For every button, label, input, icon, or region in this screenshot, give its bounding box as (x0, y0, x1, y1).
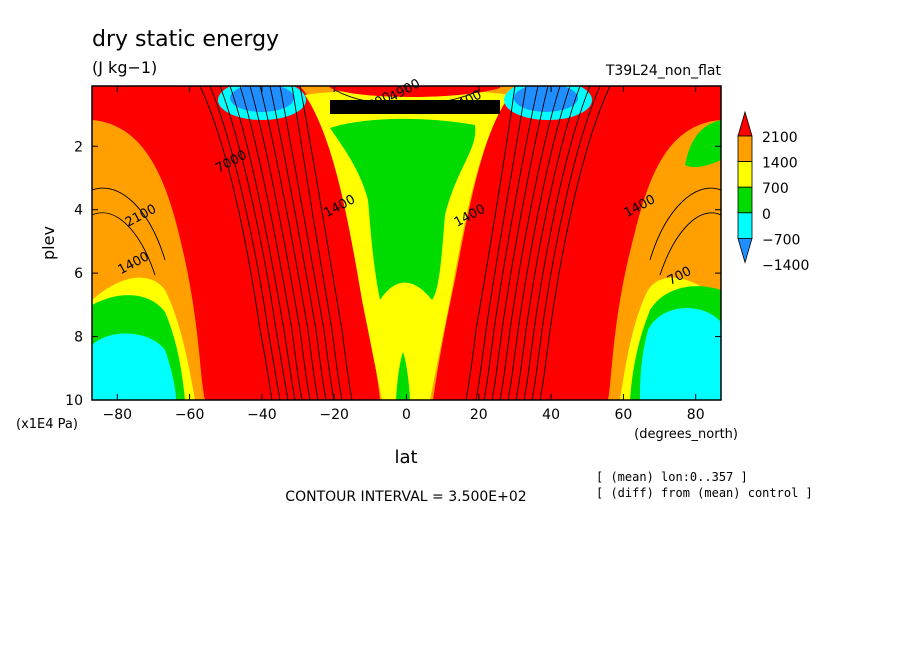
chart-title: dry static energy (92, 27, 279, 52)
x-tick-label: 80 (687, 407, 705, 423)
colorbar-swatch (737, 186, 753, 214)
x-tick-label: −20 (319, 407, 349, 423)
colorbar-label: −700 (762, 232, 800, 248)
contour-line (209, 86, 281, 400)
colorbar-label: −1400 (762, 258, 809, 274)
contour-line (291, 86, 343, 400)
green-equator (330, 118, 476, 300)
contour-line (649, 187, 721, 261)
x-axis-units: (degrees_north) (634, 427, 738, 442)
chart-units: (J kg−1) (92, 58, 157, 77)
colorbar-swatch (737, 161, 753, 188)
contour-line (269, 86, 327, 400)
contour-lines (92, 86, 721, 400)
contour-line (229, 86, 296, 400)
contour-line (491, 86, 549, 400)
contour-line (523, 86, 591, 400)
colorbar-label: 0 (762, 207, 771, 223)
blue-top-nh (514, 86, 578, 112)
contour-line (659, 212, 721, 276)
note-diff: [ (diff) from (mean) control ] (596, 486, 813, 500)
contour-line (475, 86, 527, 400)
cyan-nh (640, 308, 721, 400)
x-tick-label: 60 (614, 407, 632, 423)
colorbar-swatch (737, 212, 753, 239)
contour-line (199, 86, 273, 400)
y-axis-label: plev (39, 226, 58, 260)
y-tick-label: 10 (65, 393, 83, 409)
contour-line (483, 86, 539, 400)
contour-line (507, 86, 571, 400)
note-mean-lon: [ (mean) lon:0..357 ] (596, 470, 748, 484)
x-tick-label: −60 (175, 407, 205, 423)
red-core-top (330, 86, 500, 97)
top-black-band (330, 100, 500, 114)
contour-line (92, 212, 156, 276)
red-core (330, 86, 500, 97)
x-tick-label: −80 (103, 407, 133, 423)
contour-line (239, 86, 303, 400)
cyan-sh (92, 333, 176, 400)
y-tick-label: 6 (74, 266, 83, 282)
x-tick-label: −40 (247, 407, 277, 423)
x-tick-label: 20 (470, 407, 488, 423)
contour-line (92, 187, 166, 261)
contour-line (299, 86, 353, 400)
orange-core-sh (92, 124, 128, 180)
x-tick-label: 0 (402, 407, 411, 423)
plot-area (92, 86, 721, 400)
x-axis-label: lat (394, 447, 417, 468)
y-axis: 2 4 6 8 10 (65, 139, 721, 409)
colorbar-label: 700 (762, 181, 789, 197)
contour-line (279, 86, 335, 400)
contour-line (531, 86, 601, 400)
orange-core-sh2 (92, 180, 125, 265)
colorbar-bottom-arrow (737, 238, 753, 264)
y-tick-label: 2 (74, 139, 83, 155)
green-nh-upper (685, 120, 721, 168)
contour-line (465, 86, 516, 400)
colorbar-top-arrow (737, 110, 753, 137)
colorbar-label: 2100 (762, 130, 798, 146)
y-axis-units: (x1E4 Pa) (16, 417, 78, 432)
x-axis: −80 −60 −40 −20 0 20 40 60 80 (103, 86, 705, 423)
y-tick-label: 8 (74, 330, 83, 346)
green-equator-bottom (396, 352, 410, 400)
colorbar: 2100 1400 700 0 −700 −1400 (737, 110, 809, 274)
contour-interval: CONTOUR INTERVAL = 3.500E+02 (285, 489, 526, 505)
colorbar-swatch (737, 135, 753, 163)
contour-line (219, 86, 289, 400)
y-tick-label: 4 (74, 203, 83, 219)
x-tick-label: 40 (542, 407, 560, 423)
contour-line (515, 86, 581, 400)
contour-line (499, 86, 561, 400)
contour-line (259, 86, 319, 400)
contour-line (249, 86, 311, 400)
colorbar-label: 1400 (762, 156, 798, 172)
orange-core-nh2 (690, 180, 721, 265)
experiment-label: T39L24_non_flat (605, 63, 722, 79)
contour-line (539, 86, 611, 400)
